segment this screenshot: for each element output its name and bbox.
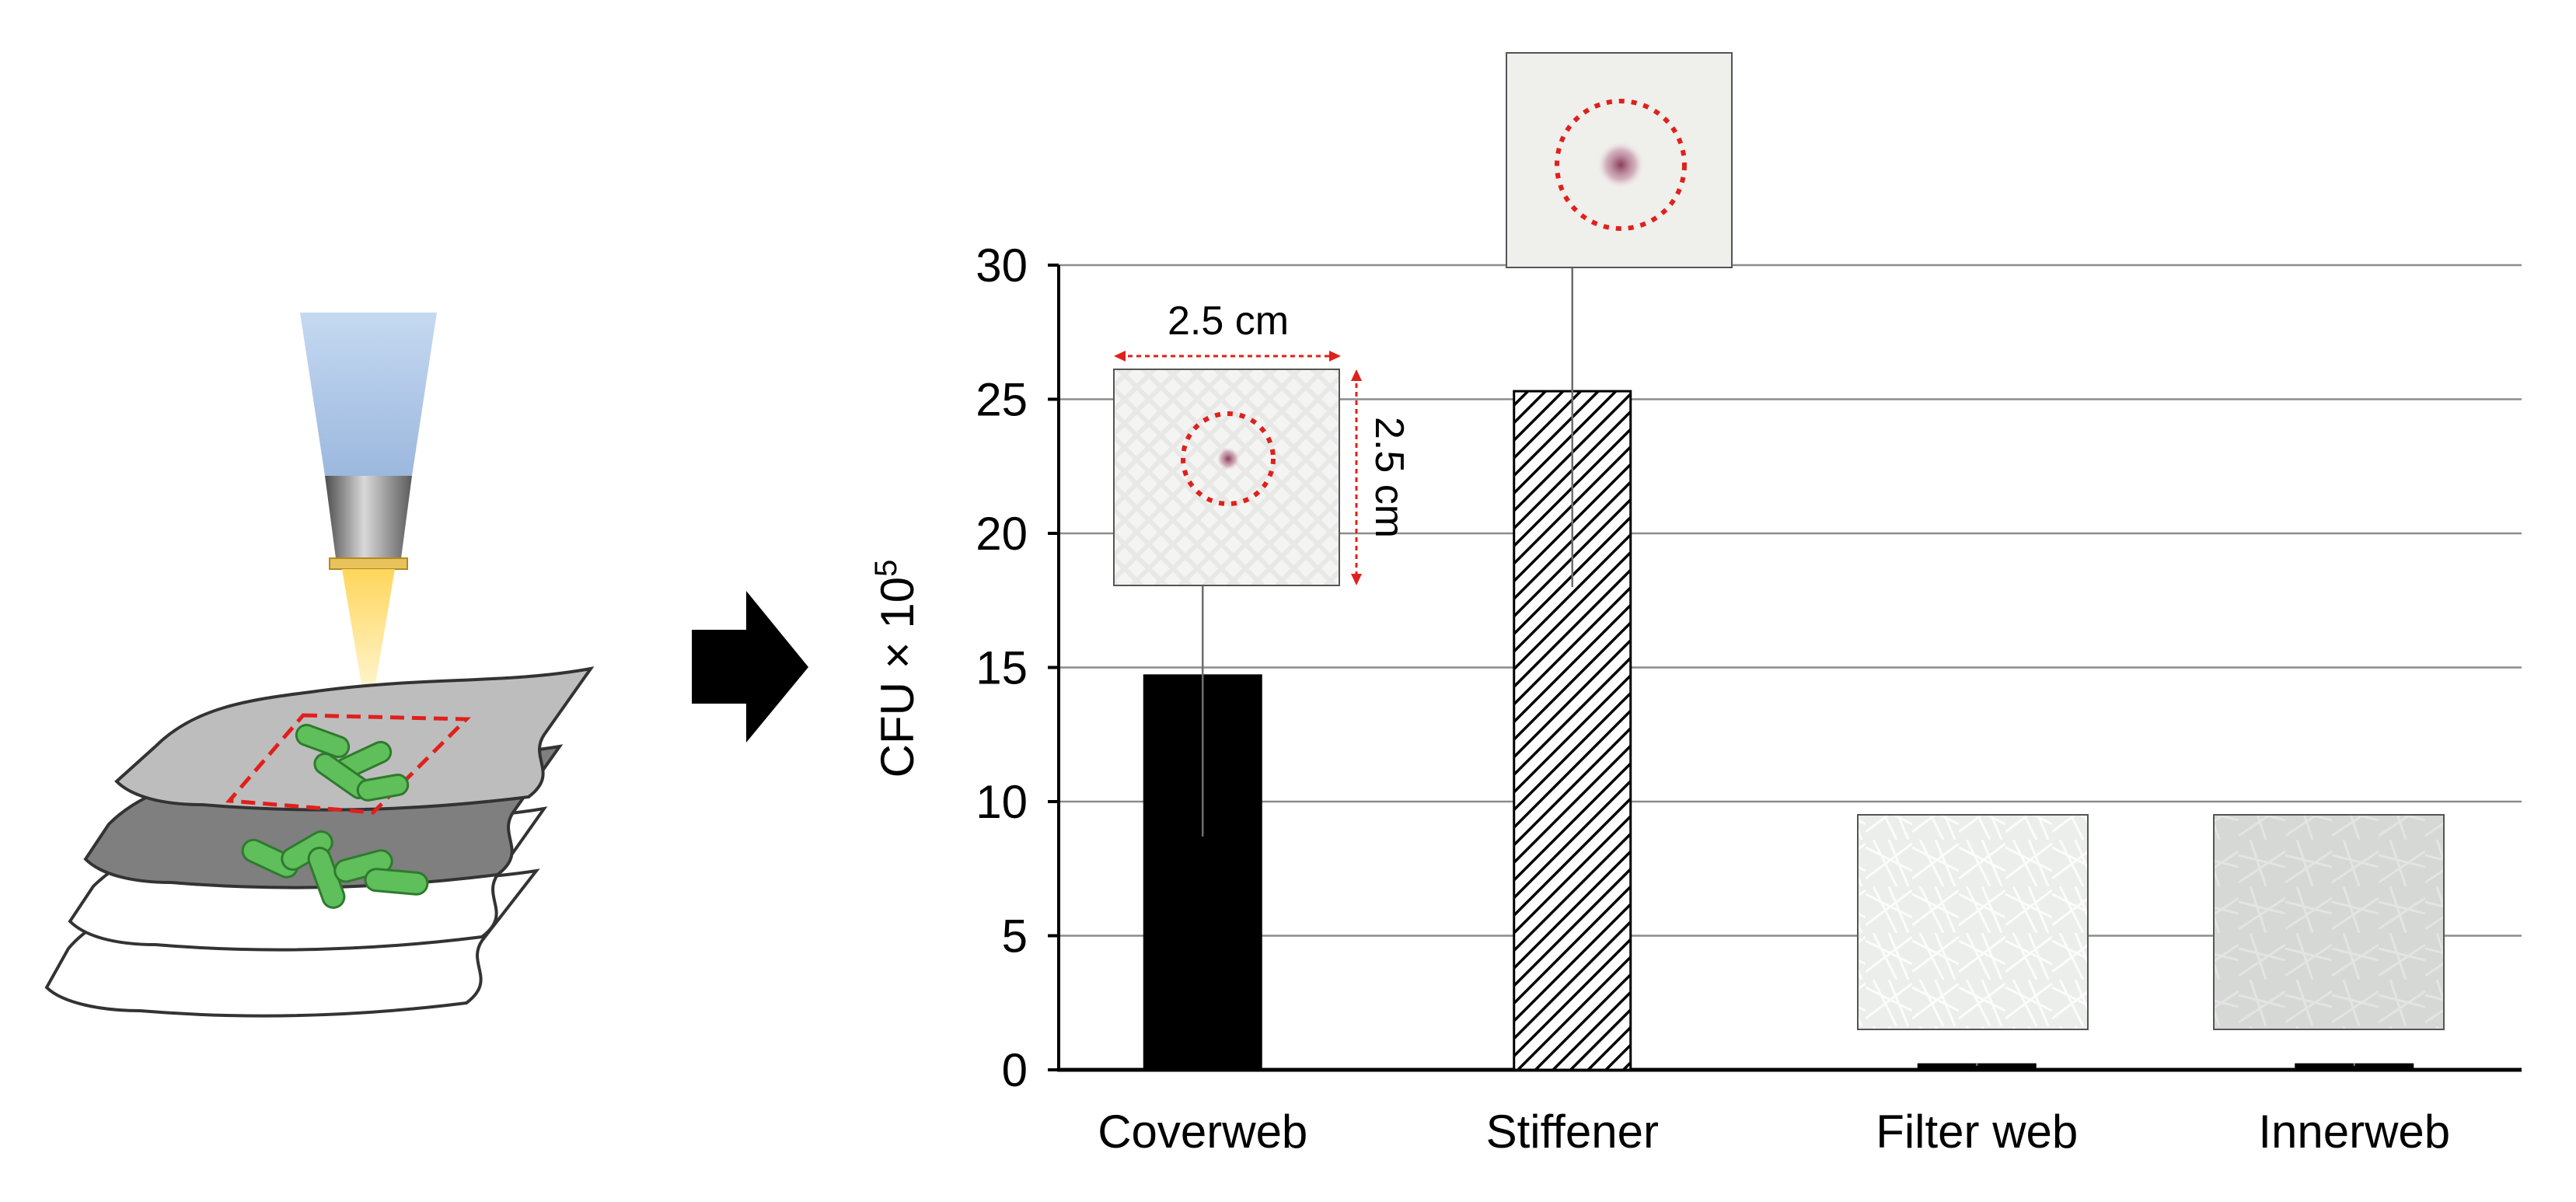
illustration	[44, 313, 808, 1018]
nozzle-icon	[300, 313, 437, 698]
width-dimension: 2.5 cm	[1114, 299, 1341, 362]
x-tick-label: Coverweb	[1098, 1106, 1307, 1158]
height-dimension: 2.5 cm	[1351, 369, 1412, 585]
x-tick-labels: Coverweb Stiffener Filter web Innerweb	[1098, 1106, 2450, 1158]
sample-photo-filter-web	[1857, 814, 2089, 1030]
y-ticks: 0 5 10 15 20 25 30	[976, 239, 1059, 1096]
y-axis-title: CFU × 105	[869, 560, 923, 778]
x-tick-label: Filter web	[1876, 1106, 2078, 1158]
y-tick-label: 10	[976, 776, 1028, 828]
y-axis-title-main: CFU × 10	[871, 577, 923, 777]
sample-photo-innerweb	[2213, 814, 2445, 1030]
layered-sheet-icon	[44, 666, 595, 1018]
y-tick-label: 20	[976, 508, 1028, 560]
y-tick-label: 15	[976, 642, 1028, 694]
bacteria-icon	[241, 723, 429, 909]
right-arrow-icon	[692, 591, 808, 743]
y-tick-label: 0	[1002, 1044, 1028, 1096]
y-tick-label: 5	[1002, 910, 1028, 963]
y-tick-label: 30	[976, 239, 1028, 292]
x-tick-label: Stiffener	[1486, 1106, 1659, 1158]
sample-photo-coverweb	[1113, 369, 1340, 586]
sample-photo-stiffener	[1506, 52, 1733, 268]
height-dimension-label: 2.5 cm	[1367, 417, 1412, 538]
x-tick-label: Innerweb	[2258, 1106, 2450, 1158]
y-axis-title-superscript: 5	[869, 560, 903, 577]
bar-chart: 0 5 10 15 20 25 30 Coverweb Stiffener Filter web…	[869, 52, 2522, 1158]
y-tick-label: 25	[976, 374, 1028, 426]
width-dimension-label: 2.5 cm	[1168, 299, 1289, 344]
